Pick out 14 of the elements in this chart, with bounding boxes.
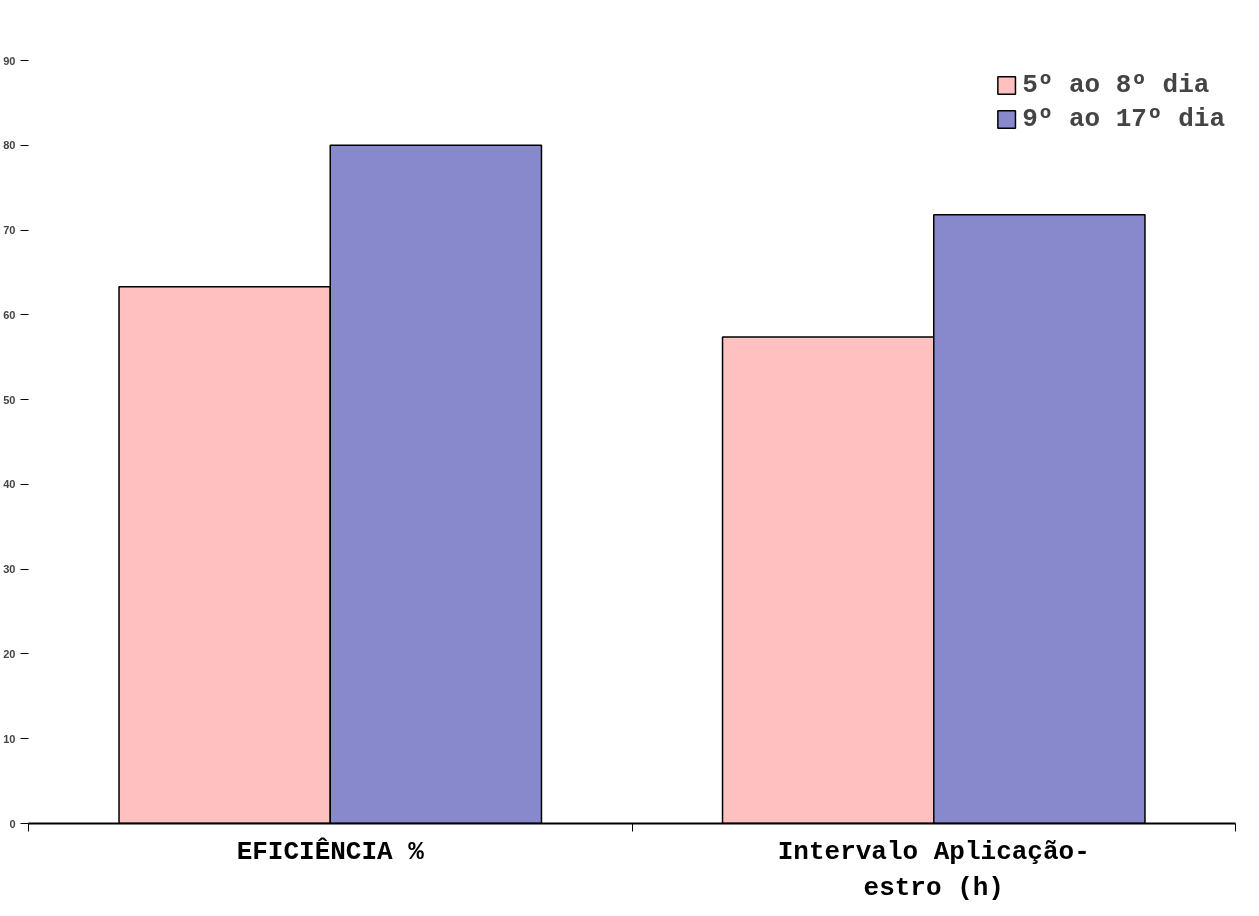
legend-label: 5º ao 8º dia (1022, 70, 1210, 100)
y-tick-label: 50 (3, 393, 16, 406)
y-tick-label: 30 (3, 563, 16, 576)
y-tick-label: 90 (3, 54, 16, 67)
y-tick-label: 20 (3, 647, 16, 660)
y-tick-label: 70 (3, 224, 16, 237)
y-tick-label: 80 (3, 139, 16, 152)
x-tick-label: Intervalo Aplicação-estro (h) (777, 836, 1090, 903)
y-tick-label: 10 (3, 732, 16, 745)
y-tick-label: 0 (9, 817, 16, 830)
y-tick-label: 60 (3, 308, 16, 321)
y-tick-label: 40 (3, 478, 16, 491)
legend-label: 9º ao 17º dia (1022, 104, 1225, 134)
x-tick-label: EFICIÊNCIA % (236, 836, 425, 867)
